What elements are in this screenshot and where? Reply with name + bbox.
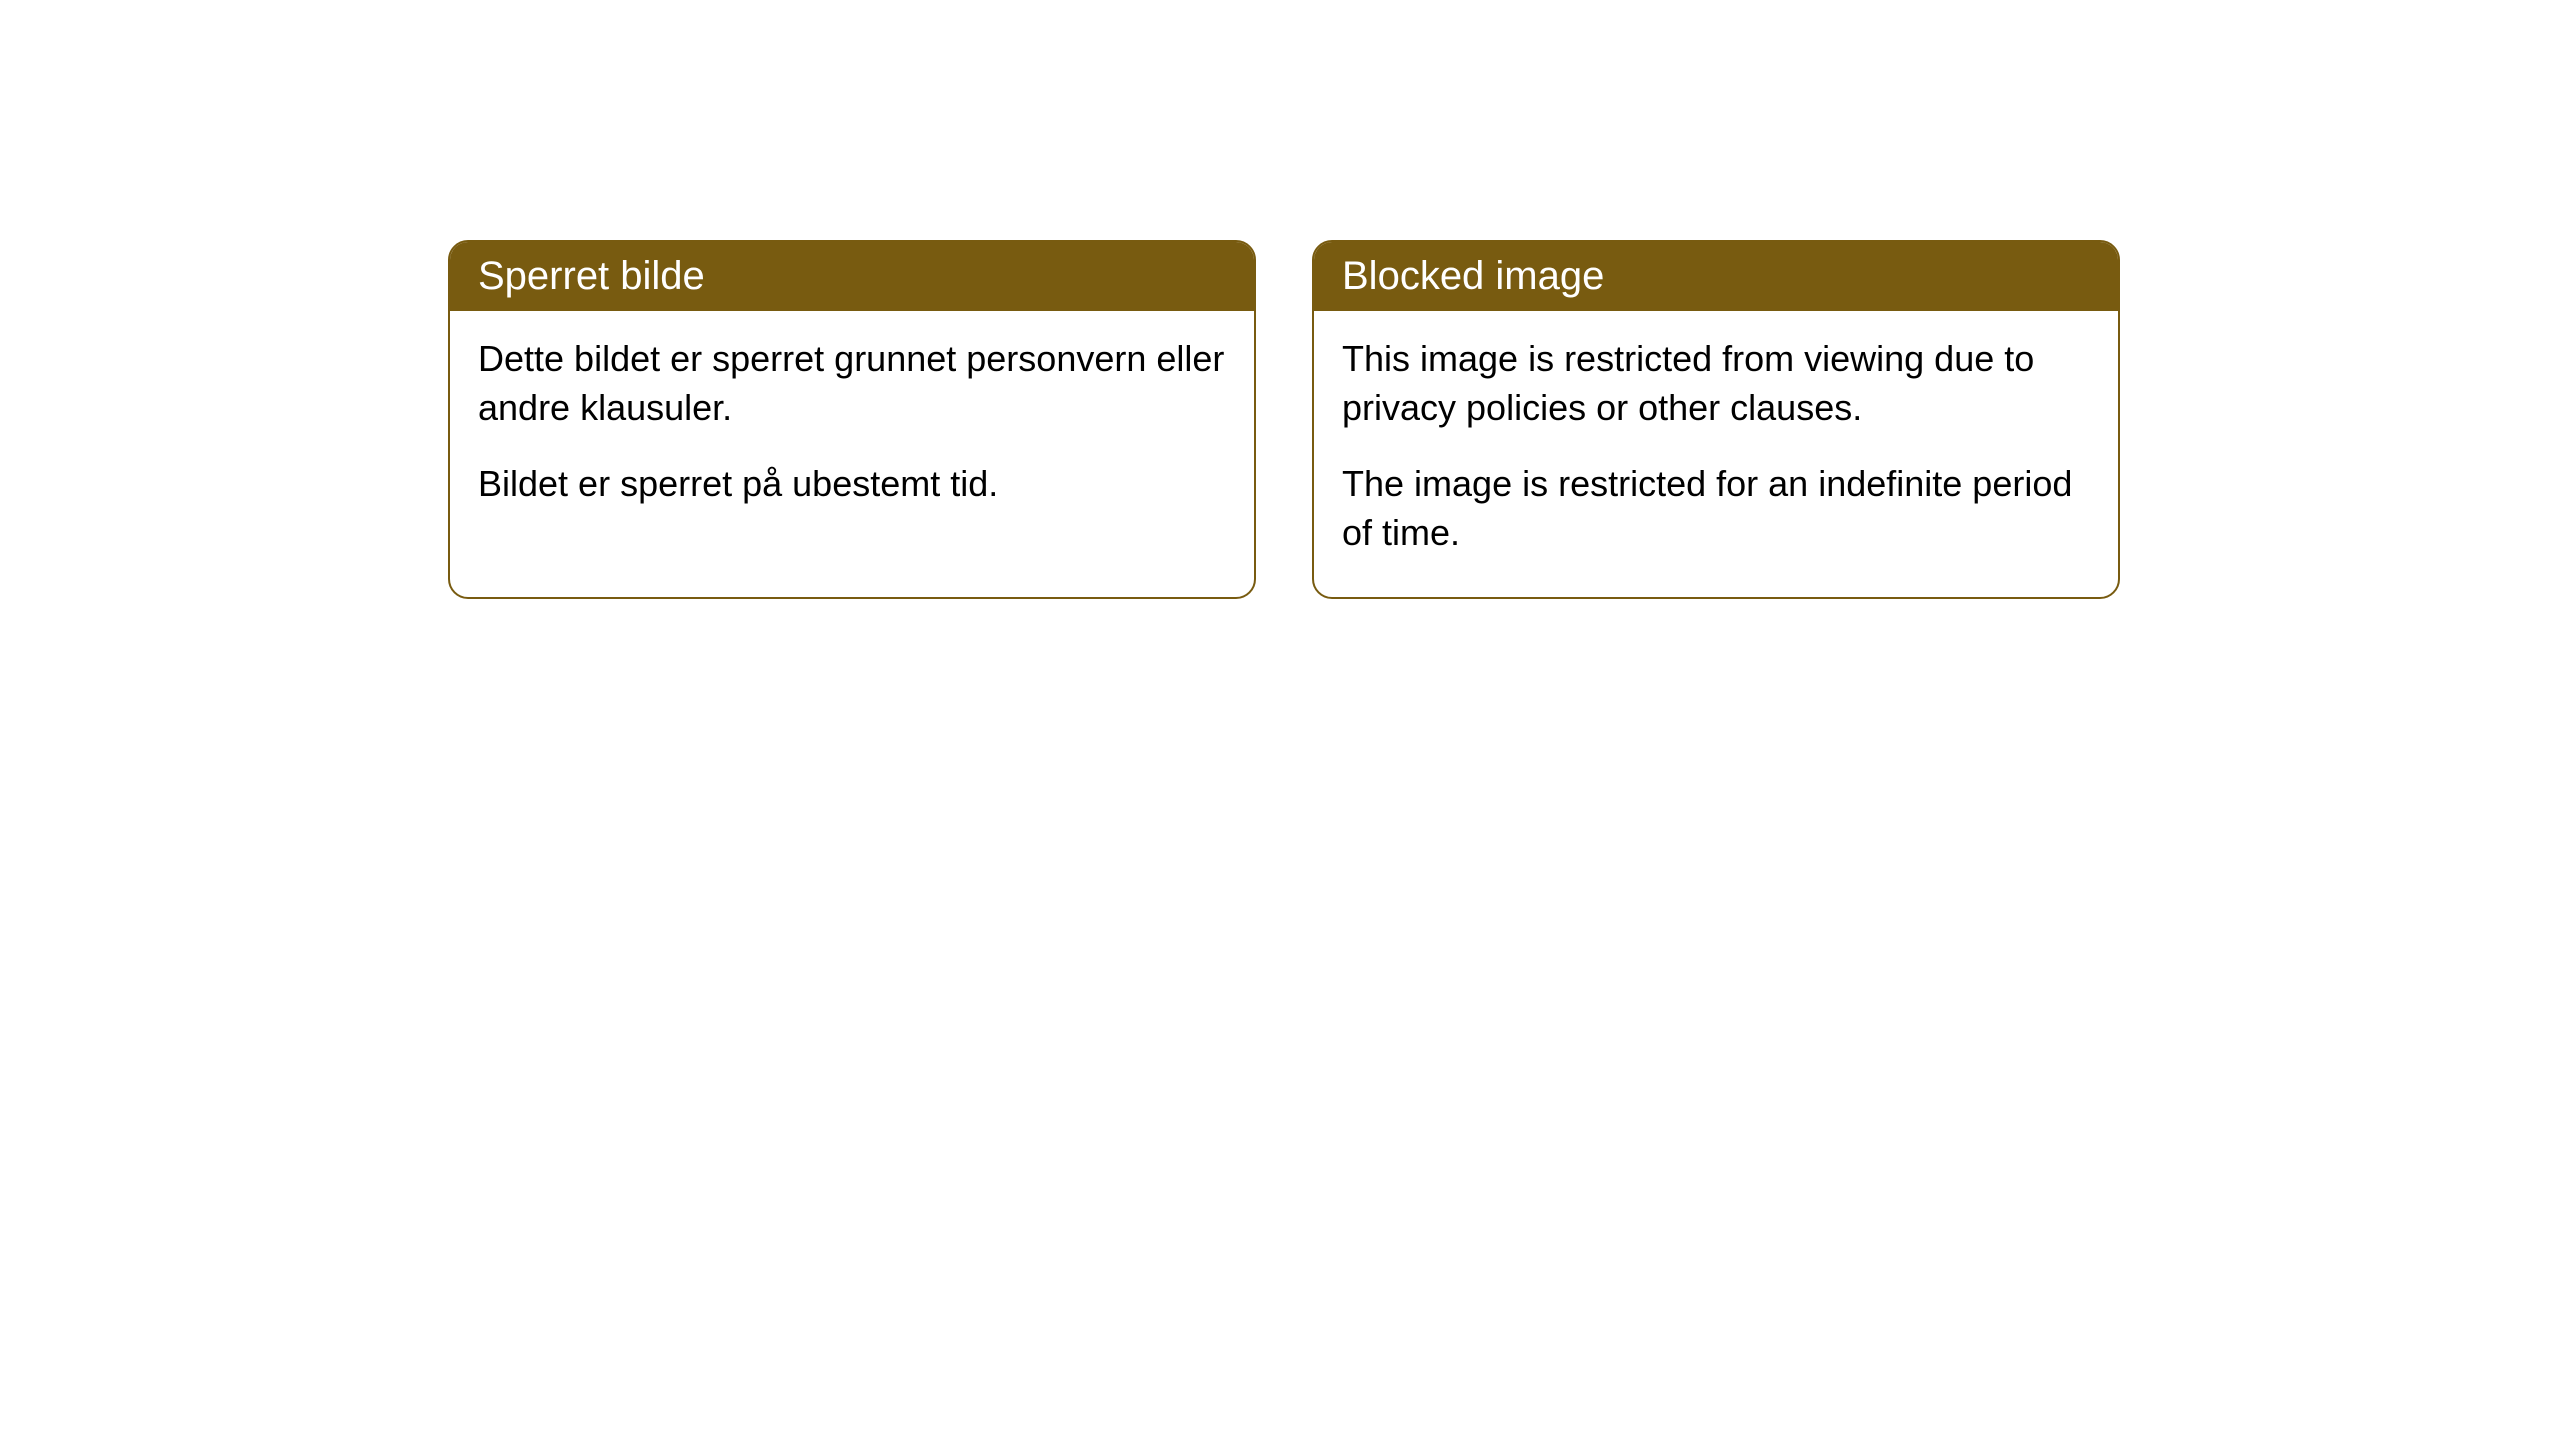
card-paragraph: The image is restricted for an indefinit… — [1342, 460, 2090, 557]
notice-cards-container: Sperret bilde Dette bildet er sperret gr… — [448, 240, 2120, 599]
card-header-norwegian: Sperret bilde — [450, 242, 1254, 311]
notice-card-english: Blocked image This image is restricted f… — [1312, 240, 2120, 599]
card-paragraph: Bildet er sperret på ubestemt tid. — [478, 460, 1226, 509]
notice-card-norwegian: Sperret bilde Dette bildet er sperret gr… — [448, 240, 1256, 599]
card-body-english: This image is restricted from viewing du… — [1314, 311, 2118, 597]
card-paragraph: Dette bildet er sperret grunnet personve… — [478, 335, 1226, 432]
card-body-norwegian: Dette bildet er sperret grunnet personve… — [450, 311, 1254, 549]
card-header-english: Blocked image — [1314, 242, 2118, 311]
card-paragraph: This image is restricted from viewing du… — [1342, 335, 2090, 432]
